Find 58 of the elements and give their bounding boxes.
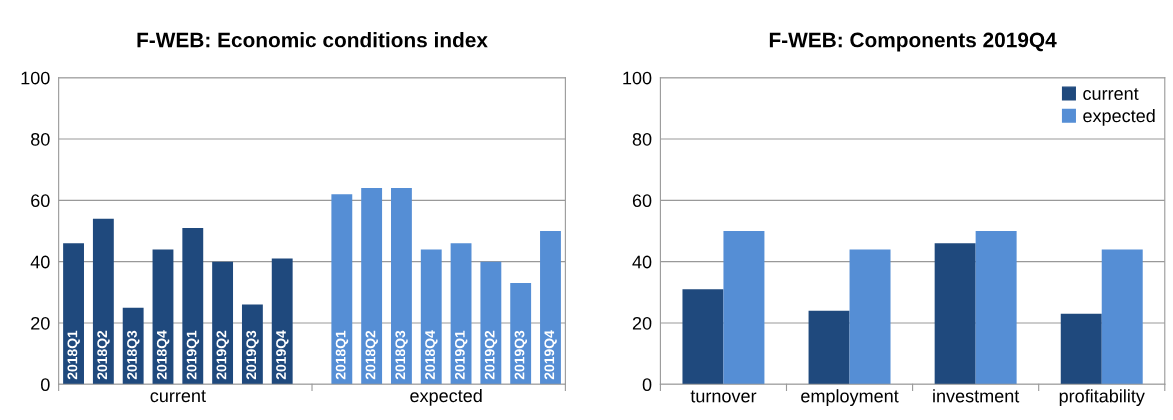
y-tick-label: 40 (632, 255, 652, 269)
bar (271, 258, 293, 385)
x-tick-label: 2019Q2 (216, 330, 229, 380)
x-tick-label: 2019Q1 (186, 330, 200, 380)
chart-title: F-WEB: Components 2019Q4 (769, 32, 1057, 52)
y-tick-label: 0 (642, 378, 652, 392)
x-tick-label: 2019Q3 (246, 330, 259, 380)
bar (92, 218, 114, 385)
x-tick-label: employment (801, 389, 899, 406)
y-tick-label: 80 (632, 132, 652, 146)
bar (682, 289, 724, 385)
x-tick-label: 2019Q3 (514, 330, 527, 380)
y-tick-label: 80 (31, 132, 50, 146)
bar (1101, 249, 1143, 385)
bar (723, 231, 765, 385)
y-tick-label: 60 (632, 194, 652, 208)
bar (420, 249, 442, 385)
bar (540, 231, 561, 385)
y-tick-label: 20 (31, 316, 50, 330)
bar (849, 249, 891, 385)
bar (391, 188, 412, 385)
bar (361, 188, 383, 385)
x-tick-label: 2018Q4 (156, 330, 170, 380)
series-label: current (150, 390, 206, 403)
x-tick-label: turnover (690, 390, 757, 403)
x-tick-label: 2018Q3 (127, 330, 140, 380)
bar (808, 310, 850, 385)
x-tick-label: 2018Q1 (335, 330, 349, 380)
y-tick-label: 100 (21, 71, 50, 85)
legend-label: current (1083, 88, 1139, 100)
bar (1060, 313, 1102, 385)
x-tick-label: 2019Q2 (484, 330, 498, 380)
x-tick-label: 2019Q4 (276, 330, 289, 380)
bar (212, 261, 234, 385)
x-tick-label: 2018Q2 (97, 330, 110, 380)
x-tick-label: 2018Q2 (365, 330, 378, 380)
x-tick-label: 2018Q3 (395, 330, 408, 380)
series-label: expected (410, 388, 482, 406)
bar (510, 283, 532, 385)
x-tick-label: investment (933, 389, 1020, 403)
bar (934, 243, 976, 385)
x-tick-label: 2019Q4 (544, 330, 557, 380)
y-tick-label: 40 (30, 255, 50, 269)
y-tick-label: 60 (31, 194, 50, 208)
y-tick-label: 0 (40, 378, 50, 392)
x-tick-label: 2018Q4 (425, 330, 438, 380)
y-tick-label: 20 (632, 316, 652, 330)
y-tick-label: 100 (623, 71, 652, 85)
chart-title: F-WEB: Economic conditions index (137, 32, 488, 48)
bar (480, 261, 502, 385)
bar (331, 194, 353, 385)
bar (63, 243, 84, 385)
legend-label: expected (1083, 108, 1155, 126)
x-tick-label: profitability (1059, 389, 1145, 406)
bar (975, 231, 1017, 385)
bar (182, 227, 204, 385)
x-tick-label: 2018Q1 (67, 330, 80, 380)
x-tick-label: 2019Q1 (454, 330, 468, 380)
